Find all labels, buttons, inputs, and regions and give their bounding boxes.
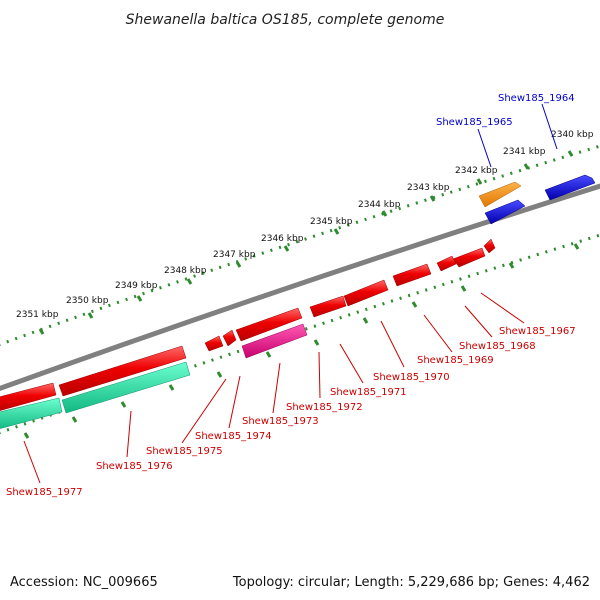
gene-arrow[interactable] — [204, 335, 224, 352]
gene-label[interactable]: Shew185_1967 — [499, 326, 576, 337]
scale-label: 2350 kbp — [66, 296, 109, 306]
scale-label: 2345 kbp — [310, 217, 353, 227]
scale-label: 2344 kbp — [358, 200, 401, 210]
forward-gene-labels: Shew185_1964 Shew185_1965 — [436, 93, 575, 128]
gene-label[interactable]: Shew185_1977 — [6, 487, 83, 498]
gene-arrow[interactable] — [235, 307, 303, 342]
outer-major-ticks — [38, 150, 574, 335]
map-title: Shewanella baltica OS185, complete genom… — [126, 12, 445, 28]
gene-arrow[interactable] — [452, 247, 486, 268]
gene-arrow[interactable] — [544, 174, 596, 201]
scale-label: 2348 kbp — [164, 266, 207, 276]
gene-arrow[interactable] — [61, 361, 191, 414]
gene-label[interactable]: Shew185_1970 — [373, 372, 450, 383]
gene-label[interactable]: Shew185_1968 — [459, 341, 536, 352]
scale-label: 2351 kbp — [16, 310, 59, 320]
genome-summary-text: Topology: circular; Length: 5,229,686 bp… — [232, 575, 590, 590]
gene-label[interactable]: Shew185_1972 — [286, 402, 363, 413]
scale-label: 2347 kbp — [213, 250, 256, 260]
gene-arrow[interactable] — [0, 397, 63, 430]
forward-leader-lines — [477, 103, 558, 168]
forward-genes — [478, 174, 596, 225]
gene-label[interactable]: Shew185_1965 — [436, 117, 513, 128]
genome-backbone — [0, 183, 600, 392]
gene-arrow[interactable] — [436, 255, 457, 272]
scale-label: 2346 kbp — [261, 234, 304, 244]
gene-label[interactable]: Shew185_1971 — [330, 387, 407, 398]
scale-label: 2340 kbp — [551, 130, 594, 140]
scale-label: 2343 kbp — [407, 183, 450, 193]
gene-arrow[interactable] — [343, 279, 389, 307]
accession-text: Accession: NC_009665 — [10, 575, 158, 590]
gene-arrow[interactable] — [241, 323, 308, 359]
reverse-gene-labels: Shew185_1967 Shew185_1968 Shew185_1969 S… — [6, 326, 576, 498]
inner-major-ticks — [23, 243, 580, 439]
scale-label: 2342 kbp — [455, 166, 498, 176]
gene-label[interactable]: Shew185_1976 — [96, 461, 173, 472]
gene-label[interactable]: Shew185_1964 — [498, 93, 575, 104]
reverse-genes — [0, 238, 496, 430]
gene-label[interactable]: Shew185_1973 — [242, 416, 319, 427]
scale-label: 2341 kbp — [503, 147, 546, 157]
gene-arrow[interactable] — [483, 238, 496, 254]
gene-arrow[interactable] — [309, 295, 347, 318]
gene-label[interactable]: Shew185_1969 — [417, 355, 494, 366]
gene-arrow[interactable] — [222, 329, 237, 347]
gene-arrow[interactable] — [478, 181, 522, 208]
reverse-leader-lines — [23, 292, 525, 484]
gene-label[interactable]: Shew185_1974 — [195, 431, 272, 442]
gene-arrow[interactable] — [58, 345, 187, 397]
gene-arrow[interactable] — [0, 382, 57, 412]
gene-label[interactable]: Shew185_1975 — [146, 446, 223, 457]
scale-labels: 2340 kbp 2341 kbp 2342 kbp 2343 kbp 2344… — [16, 130, 594, 320]
gene-arrow[interactable] — [392, 263, 432, 287]
scale-label: 2349 kbp — [115, 281, 158, 291]
gene-arrow[interactable] — [484, 199, 526, 225]
